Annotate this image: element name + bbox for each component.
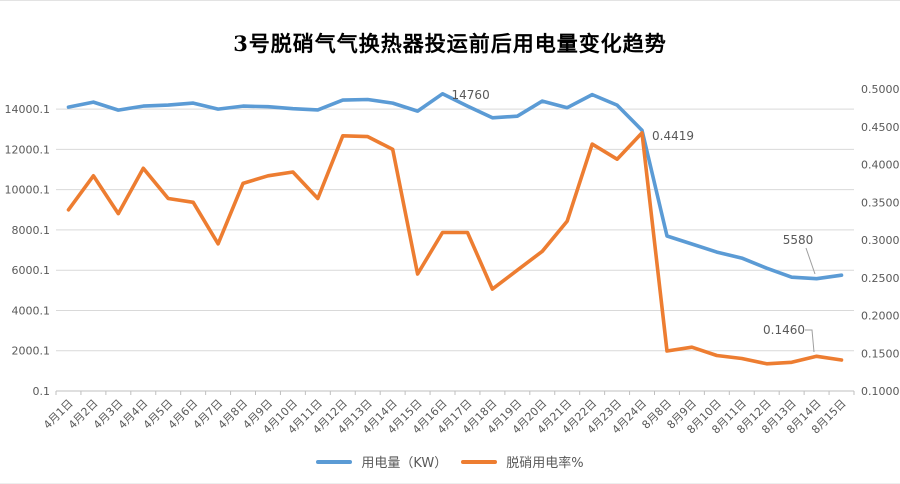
y-axis-right-tick-label: 0.4500 xyxy=(861,121,900,134)
y-axis-right-tick-label: 0.3500 xyxy=(861,196,900,209)
y-axis-right-tick-label: 0.4000 xyxy=(861,159,900,172)
chart-legend: 用电量（KW） 脱硝用电率% xyxy=(0,452,900,471)
y-axis-right-tick-label: 0.1500 xyxy=(861,347,900,360)
y-axis-left-tick-label: 14000.1 xyxy=(5,103,51,116)
legend-item-rate: 脱硝用电率% xyxy=(461,452,584,471)
annotation-label: 0.1460 xyxy=(763,323,805,337)
y-axis-left-tick-label: 8000.1 xyxy=(12,224,51,237)
annotation-label: 0.4419 xyxy=(652,129,694,143)
y-axis-right-tick-label: 0.5000 xyxy=(861,83,900,96)
y-axis-left-tick-label: 10000.1 xyxy=(5,184,51,197)
legend-line-swatch-orange-icon xyxy=(461,459,498,464)
y-axis-left-tick-label: 12000.1 xyxy=(5,143,51,156)
series-line-electricity xyxy=(66,92,844,281)
annotation-leader-line xyxy=(805,329,815,353)
annotation-label: 14760 xyxy=(452,88,490,102)
y-axis-right-tick-label: 0.2000 xyxy=(861,310,900,323)
y-axis-left-tick-label: 2000.1 xyxy=(12,345,51,358)
y-axis-left-tick-label: 4000.1 xyxy=(12,304,51,317)
legend-label-electricity: 用电量（KW） xyxy=(361,456,448,471)
annotation-label: 5580 xyxy=(783,233,814,247)
legend-item-electricity: 用电量（KW） xyxy=(316,452,447,471)
y-axis-left-tick-label: 0.1 xyxy=(33,385,51,398)
series-line-rate xyxy=(66,131,844,366)
y-axis-right-tick-label: 0.1000 xyxy=(861,385,900,398)
y-axis-right-tick-label: 0.3000 xyxy=(861,234,900,247)
annotation-leader-line xyxy=(805,247,816,275)
legend-label-rate: 脱硝用电率% xyxy=(506,456,584,471)
y-axis-right-tick-label: 0.2500 xyxy=(861,272,900,285)
chart-title: 3号脱硝气气换热器投运前后用电量变化趋势 xyxy=(233,31,667,56)
legend-line-swatch-blue-icon xyxy=(316,459,353,464)
y-axis-left-tick-label: 6000.1 xyxy=(12,264,51,277)
